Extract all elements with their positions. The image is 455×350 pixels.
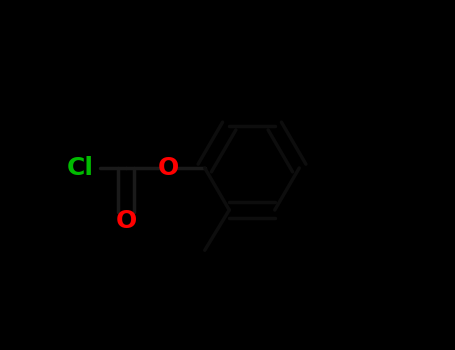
Text: Cl: Cl [67,156,94,180]
Text: O: O [157,156,179,180]
Text: O: O [116,209,136,232]
